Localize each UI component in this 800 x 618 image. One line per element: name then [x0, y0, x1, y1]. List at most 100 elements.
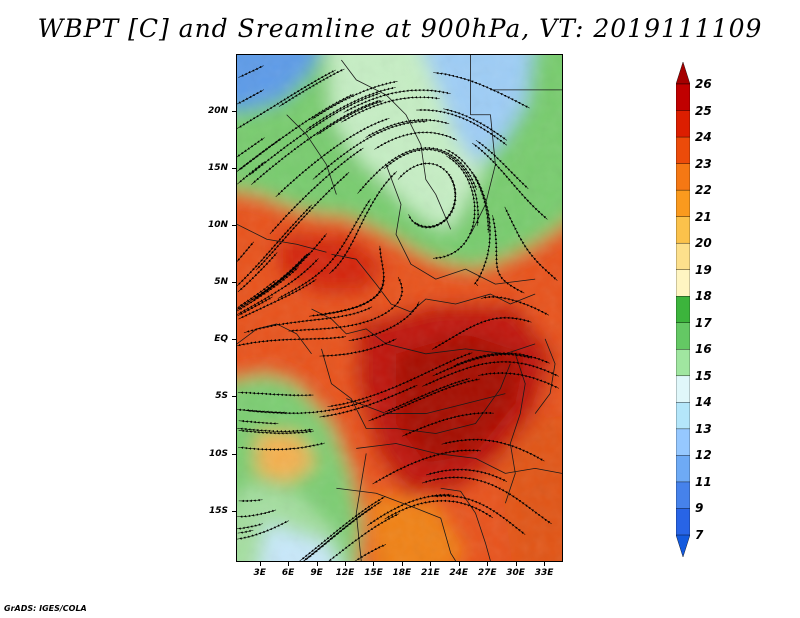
streamline — [237, 520, 289, 540]
colorbar-label: 12 — [695, 448, 712, 463]
colorbar-swatch — [675, 402, 691, 430]
colorbar-swatch — [675, 375, 691, 404]
lat-tick-label: 15N — [207, 163, 228, 174]
colorbar-label: 21 — [695, 209, 712, 224]
lon-tick-mark — [345, 562, 346, 566]
colorbar-label: 16 — [695, 342, 712, 357]
lat-tick-label: 20N — [207, 106, 228, 117]
streamline — [237, 137, 265, 158]
colorbar-label: 7 — [695, 528, 704, 542]
lat-tick-mark — [232, 396, 236, 398]
colorbar-swatch — [675, 136, 691, 165]
colorbar-label: 26 — [695, 77, 712, 91]
streamline — [475, 139, 529, 189]
colorbar-label: 13 — [695, 421, 712, 436]
streamline — [243, 306, 373, 333]
map-panel — [236, 54, 563, 562]
lat-tick-label: 10S — [208, 448, 228, 459]
lat-tick-mark — [232, 225, 236, 227]
colorbar-swatch — [675, 216, 691, 244]
streamline — [237, 427, 313, 433]
streamline — [432, 494, 526, 535]
colorbar-swatch — [675, 242, 691, 271]
lon-tick-label: 27E — [477, 568, 497, 578]
streamline — [408, 195, 457, 229]
wbpt-map — [237, 55, 562, 561]
colorbar-swatch — [675, 322, 691, 350]
streamline — [441, 438, 545, 462]
lon-tick-mark — [288, 562, 290, 566]
colorbar-label: 22 — [695, 183, 712, 198]
lon-tick-label: 33E — [534, 568, 554, 578]
lon-tick-label: 30E — [506, 568, 525, 578]
lon-tick-mark — [430, 562, 432, 566]
streamline — [402, 411, 494, 437]
lat-tick-mark — [232, 453, 236, 455]
lon-tick-label: 3E — [253, 568, 266, 578]
colorbar — [675, 61, 691, 558]
streamline — [237, 252, 278, 293]
colorbar-swatch — [675, 83, 691, 112]
lon-tick-mark — [401, 562, 403, 566]
streamline — [433, 71, 530, 109]
streamline — [237, 391, 314, 397]
streamline — [303, 507, 373, 561]
streamline — [416, 108, 508, 146]
lon-tick-label: 12E — [335, 568, 355, 578]
colorbar-swatch — [675, 269, 691, 297]
streamline — [238, 498, 263, 503]
colorbar-swatch — [675, 110, 691, 138]
colorbar-label: 15 — [695, 368, 712, 383]
colorbar-swatch — [675, 428, 691, 457]
lat-tick-label: 5N — [214, 277, 228, 288]
streamline — [327, 352, 473, 408]
colorbar-swatch — [675, 455, 691, 483]
streamline — [329, 171, 398, 274]
streamline — [238, 419, 279, 425]
lon-tick-label: 9E — [310, 568, 323, 578]
colorbar-label: 18 — [695, 289, 712, 304]
lat-tick-label: 10N — [207, 220, 228, 231]
colorbar-label: 19 — [695, 262, 712, 277]
chart-title: WBPT [C] and Sreamline at 900hPa, VT: 20… — [37, 14, 763, 43]
lon-tick-label: 24E — [449, 568, 469, 578]
colorbar-label: 23 — [695, 156, 712, 171]
lat-tick-mark — [232, 339, 236, 341]
streamline — [237, 335, 347, 347]
lon-tick-mark — [458, 562, 460, 566]
streamline — [431, 316, 532, 350]
lon-tick-label: 15E — [364, 568, 383, 578]
colorbar-label: 14 — [695, 395, 712, 410]
lat-tick-mark — [232, 282, 236, 284]
streamline — [253, 233, 327, 301]
colorbar-swatch — [675, 296, 691, 324]
streamline — [237, 408, 288, 414]
colorbar-label: 25 — [695, 103, 712, 118]
lon-tick-mark — [259, 562, 261, 566]
streamlines — [237, 65, 560, 561]
lat-tick-label: 5S — [215, 391, 228, 402]
lon-tick-label: 21E — [420, 568, 440, 578]
colorbar-swatch — [675, 481, 691, 510]
colorbar-swatch — [675, 189, 691, 218]
colorbar-swatch — [675, 163, 691, 191]
lon-tick-mark — [316, 562, 318, 566]
streamline — [278, 68, 345, 107]
lat-tick-mark — [232, 510, 236, 512]
streamline — [492, 215, 525, 294]
lat-tick-mark — [232, 168, 236, 170]
lat-tick-label: EQ — [214, 334, 228, 345]
colorbar-label: 24 — [695, 130, 712, 145]
colorbar-label: 17 — [695, 315, 712, 330]
streamline — [473, 173, 492, 287]
streamline — [237, 161, 266, 185]
streamline — [237, 509, 277, 518]
colorbar-swatch — [675, 349, 691, 377]
colorbar-scale — [675, 61, 691, 558]
streamline — [480, 295, 550, 316]
lon-tick-mark — [515, 562, 517, 566]
colorbar-label: 11 — [695, 474, 712, 489]
streamline — [453, 352, 550, 367]
colorbar-bottom-arrow — [675, 534, 691, 558]
lat-tick-mark — [232, 111, 236, 113]
